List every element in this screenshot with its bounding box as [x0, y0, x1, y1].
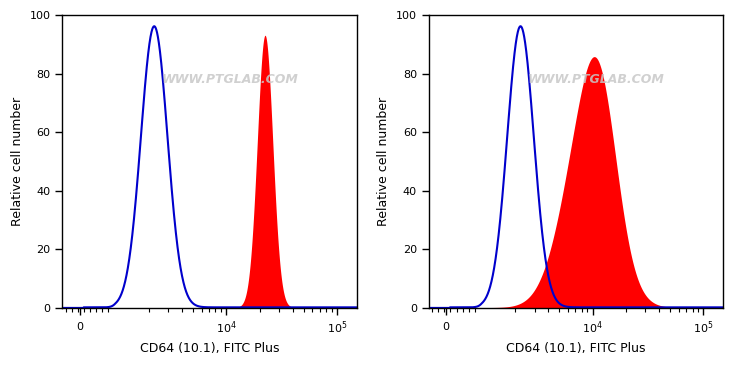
Text: WWW.PTGLAB.COM: WWW.PTGLAB.COM	[528, 73, 665, 86]
X-axis label: CD64 (10.1), FITC Plus: CD64 (10.1), FITC Plus	[506, 342, 646, 355]
Y-axis label: Relative cell number: Relative cell number	[377, 97, 390, 226]
Y-axis label: Relative cell number: Relative cell number	[11, 97, 24, 226]
X-axis label: CD64 (10.1), FITC Plus: CD64 (10.1), FITC Plus	[139, 342, 279, 355]
Text: WWW.PTGLAB.COM: WWW.PTGLAB.COM	[161, 73, 299, 86]
